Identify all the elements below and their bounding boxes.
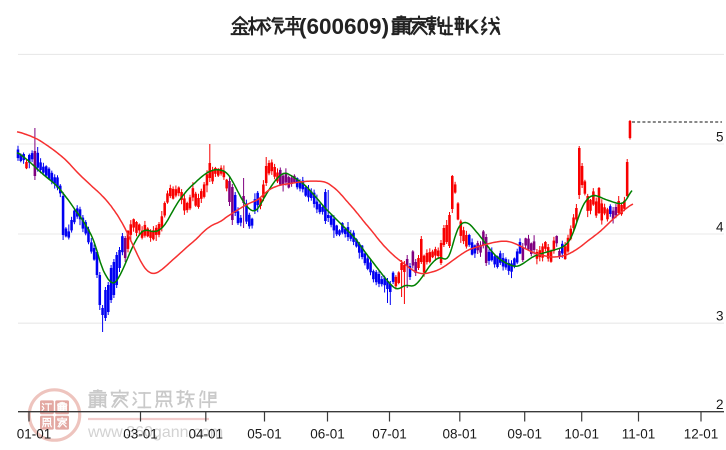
svg-text:2: 2 <box>716 397 724 412</box>
svg-text:03-01: 03-01 <box>123 427 158 442</box>
svg-text:11-01: 11-01 <box>622 427 656 442</box>
svg-text:K: K <box>465 16 480 39</box>
svg-text:(600609): (600609) <box>299 14 389 39</box>
svg-text:08-01: 08-01 <box>443 427 478 442</box>
svg-text:01-01: 01-01 <box>17 427 52 442</box>
svg-text:10-01: 10-01 <box>564 427 599 442</box>
svg-text:12-01: 12-01 <box>684 427 719 442</box>
svg-text:www.360gann.com: www.360gann.com <box>87 424 223 441</box>
svg-text:4: 4 <box>716 220 724 235</box>
svg-text:06-01: 06-01 <box>310 427 345 442</box>
svg-text:5: 5 <box>716 130 724 145</box>
svg-text:3: 3 <box>716 309 724 324</box>
svg-text:07-01: 07-01 <box>372 427 407 442</box>
svg-text:09-01: 09-01 <box>507 427 542 442</box>
svg-text:04-01: 04-01 <box>189 427 224 442</box>
svg-text:05-01: 05-01 <box>247 427 282 442</box>
